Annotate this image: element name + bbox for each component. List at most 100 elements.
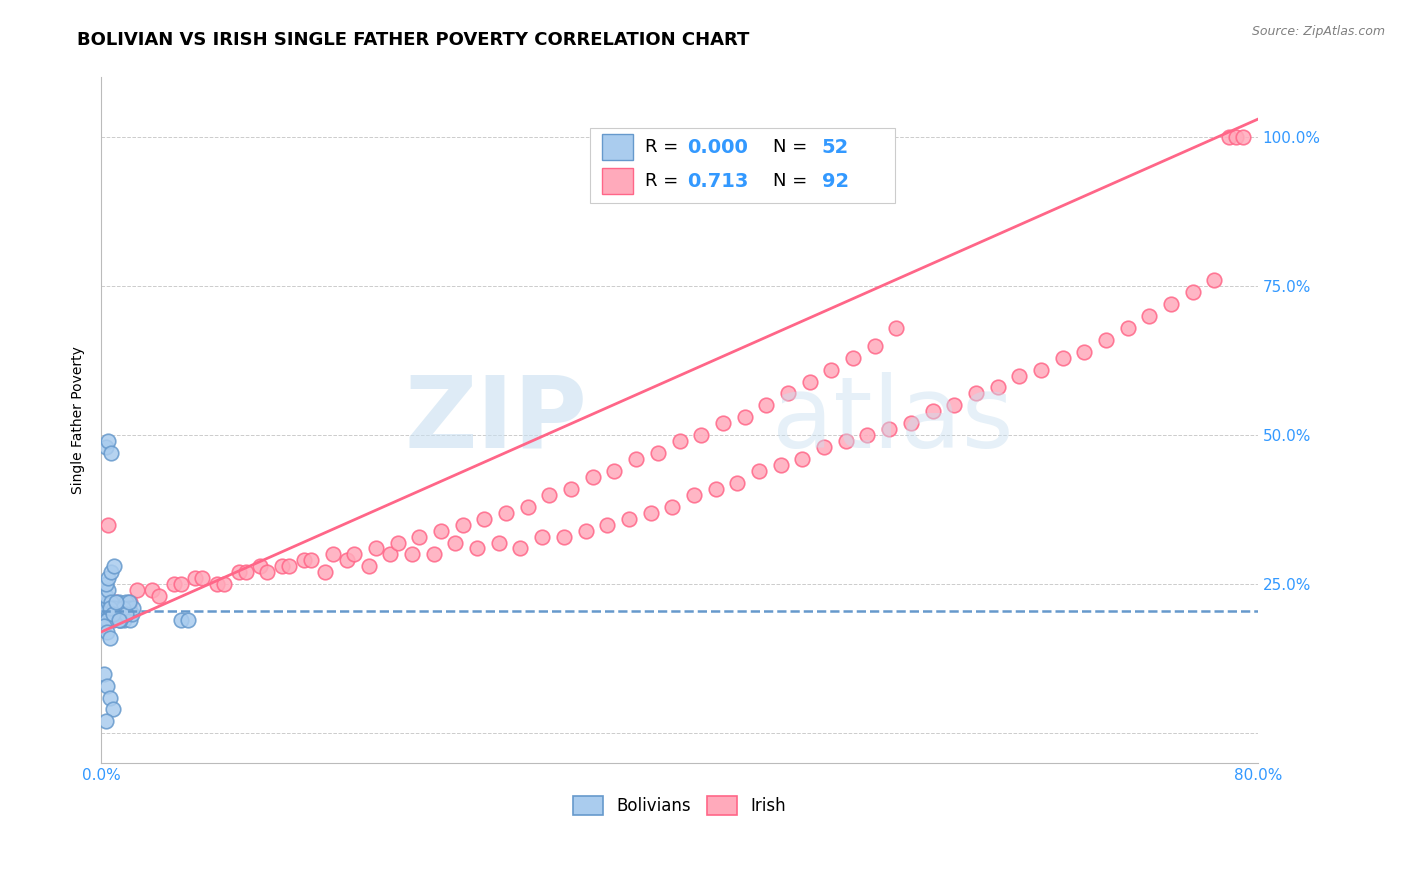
Point — [987, 380, 1010, 394]
Point — [1052, 351, 1074, 365]
Point — [93, 607, 115, 621]
Text: 92: 92 — [821, 172, 849, 191]
Point — [100, 601, 122, 615]
Point — [108, 613, 131, 627]
Point — [104, 595, 127, 609]
Point — [122, 601, 145, 615]
Point — [314, 566, 336, 580]
Point — [112, 613, 135, 627]
Point — [430, 524, 453, 538]
Point — [170, 577, 193, 591]
Point — [408, 530, 430, 544]
Point — [94, 577, 117, 591]
Point — [111, 601, 134, 615]
Point — [162, 577, 184, 591]
Point — [94, 714, 117, 729]
Point — [690, 428, 713, 442]
Point — [531, 530, 554, 544]
Point — [108, 613, 131, 627]
Point — [661, 500, 683, 514]
Point — [538, 488, 561, 502]
Point — [93, 619, 115, 633]
Point — [97, 583, 120, 598]
Text: 0.000: 0.000 — [688, 137, 748, 157]
Point — [553, 530, 575, 544]
Point — [103, 559, 125, 574]
Point — [863, 339, 886, 353]
Point — [343, 548, 366, 562]
Point — [96, 613, 118, 627]
Point — [472, 511, 495, 525]
Point — [711, 417, 734, 431]
Point — [100, 595, 122, 609]
Point — [1218, 130, 1240, 145]
Point — [100, 566, 122, 580]
Point — [107, 595, 129, 609]
Text: N =: N = — [773, 138, 813, 156]
Point — [104, 595, 127, 609]
Point — [516, 500, 538, 514]
Point — [94, 589, 117, 603]
Point — [118, 595, 141, 609]
Point — [1225, 130, 1247, 145]
Point — [617, 511, 640, 525]
Point — [603, 464, 626, 478]
Point — [1232, 130, 1254, 145]
Point — [184, 571, 207, 585]
Point — [725, 475, 748, 490]
Point — [191, 571, 214, 585]
Point — [1139, 309, 1161, 323]
Point — [364, 541, 387, 556]
Point — [114, 595, 136, 609]
Point — [115, 607, 138, 621]
Point — [170, 613, 193, 627]
Point — [101, 607, 124, 621]
Point — [900, 417, 922, 431]
Y-axis label: Single Father Poverty: Single Father Poverty — [72, 346, 86, 494]
Point — [120, 613, 142, 627]
Text: N =: N = — [773, 172, 813, 190]
Point — [100, 446, 122, 460]
Text: R =: R = — [645, 172, 683, 190]
Point — [212, 577, 235, 591]
Point — [249, 559, 271, 574]
Point — [1116, 321, 1139, 335]
Point — [256, 566, 278, 580]
Point — [98, 607, 121, 621]
Point — [647, 446, 669, 460]
Point — [1204, 273, 1226, 287]
Point — [148, 589, 170, 603]
Point — [792, 452, 814, 467]
Point — [1095, 333, 1118, 347]
Point — [336, 553, 359, 567]
Point — [357, 559, 380, 574]
Point — [776, 386, 799, 401]
Point — [96, 679, 118, 693]
Point — [596, 517, 619, 532]
Point — [401, 548, 423, 562]
Point — [93, 666, 115, 681]
Point — [111, 607, 134, 621]
Point — [799, 375, 821, 389]
Point — [96, 613, 118, 627]
Point — [444, 535, 467, 549]
Point — [97, 434, 120, 449]
Point — [640, 506, 662, 520]
Point — [877, 422, 900, 436]
Point — [98, 601, 121, 615]
Text: ZIP: ZIP — [404, 372, 586, 469]
Point — [103, 601, 125, 615]
Point — [120, 595, 142, 609]
Point — [292, 553, 315, 567]
Point — [943, 398, 966, 412]
Point — [107, 613, 129, 627]
Point — [574, 524, 596, 538]
Point — [1008, 368, 1031, 383]
Point — [488, 535, 510, 549]
Point — [141, 583, 163, 598]
Point — [921, 404, 943, 418]
Point — [813, 440, 835, 454]
Point — [118, 601, 141, 615]
Point — [127, 583, 149, 598]
Point — [965, 386, 987, 401]
